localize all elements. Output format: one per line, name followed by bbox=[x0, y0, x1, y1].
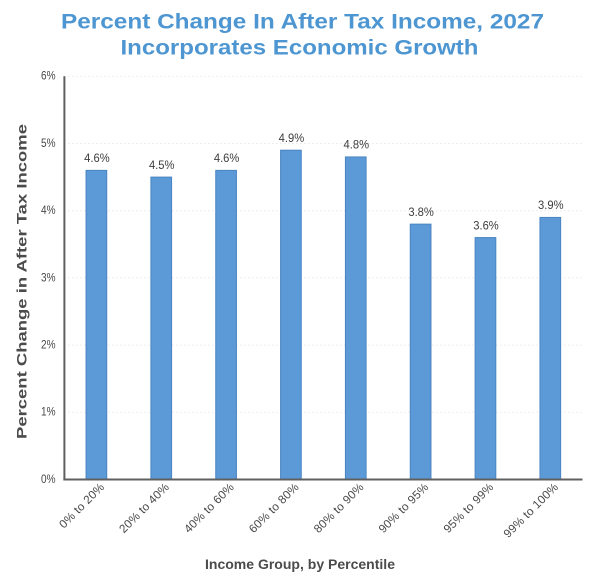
svg-text:0%: 0% bbox=[41, 472, 56, 486]
svg-text:Percent Change in After Tax In: Percent Change in After Tax Income bbox=[15, 123, 30, 439]
svg-text:Incorporates Economic Growth: Incorporates Economic Growth bbox=[121, 37, 479, 60]
svg-text:3.9%: 3.9% bbox=[538, 198, 564, 212]
svg-text:2%: 2% bbox=[41, 338, 56, 352]
svg-text:3.8%: 3.8% bbox=[408, 205, 434, 219]
svg-text:4.9%: 4.9% bbox=[279, 131, 305, 145]
svg-text:4.8%: 4.8% bbox=[344, 138, 370, 152]
svg-text:1%: 1% bbox=[41, 405, 56, 419]
svg-text:Income Group, by Percentile: Income Group, by Percentile bbox=[205, 557, 395, 572]
svg-text:4.6%: 4.6% bbox=[84, 151, 110, 165]
svg-text:4.6%: 4.6% bbox=[214, 151, 240, 165]
svg-text:5%: 5% bbox=[41, 136, 56, 150]
svg-text:4%: 4% bbox=[41, 203, 56, 217]
svg-text:3.6%: 3.6% bbox=[473, 218, 499, 232]
svg-text:Percent Change In After Tax In: Percent Change In After Tax Income, 2027 bbox=[61, 11, 544, 34]
svg-text:3%: 3% bbox=[41, 270, 56, 284]
svg-text:4.5%: 4.5% bbox=[149, 158, 175, 172]
svg-text:6%: 6% bbox=[41, 69, 56, 83]
